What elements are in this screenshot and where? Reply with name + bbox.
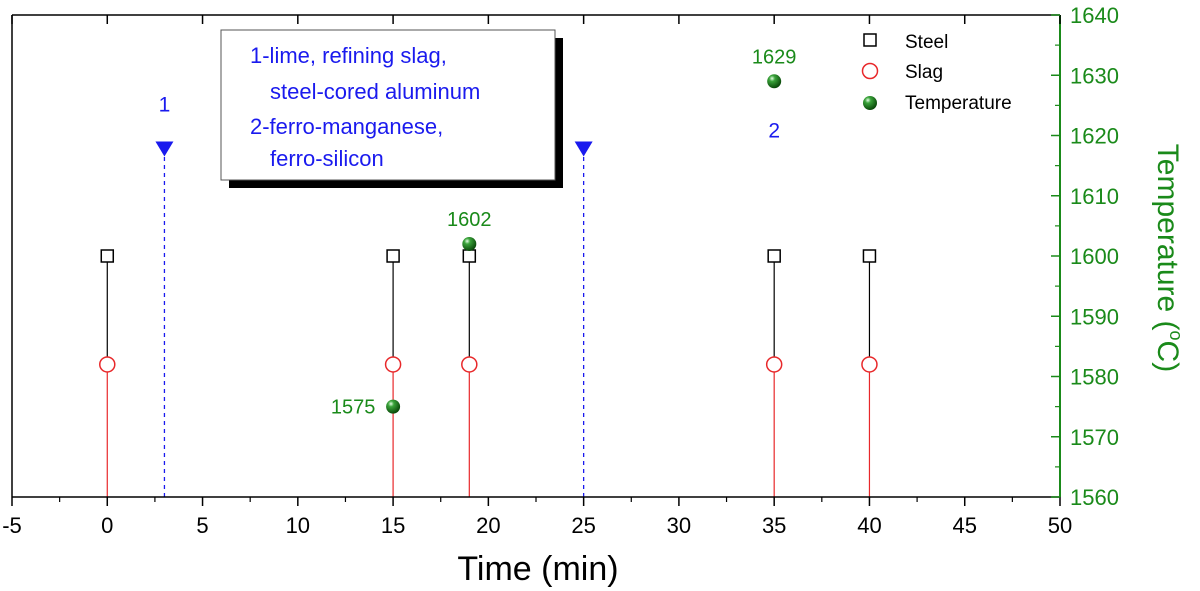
y-tick-label: 1610 bbox=[1070, 184, 1119, 209]
temperature-marker bbox=[462, 236, 477, 251]
y-tick-label: 1570 bbox=[1070, 425, 1119, 450]
x-tick-label: 5 bbox=[196, 513, 208, 538]
y-axis-title-sup: o bbox=[1166, 331, 1186, 341]
annotation-line: ferro-silicon bbox=[270, 146, 384, 171]
x-tick-label: 10 bbox=[286, 513, 310, 538]
svg-text:Temperature (oC): Temperature (oC) bbox=[1151, 144, 1186, 372]
y-axis-ticks: 1560 1570 1580 1590 1600 1610 1620 1630 1640 bbox=[1051, 3, 1119, 510]
steel-marker bbox=[767, 249, 781, 263]
annotation-line: steel-cored aluminum bbox=[270, 79, 480, 104]
temperature-data-label: 1602 bbox=[447, 209, 492, 231]
y-axis-title-unit: C) bbox=[1151, 341, 1184, 373]
x-tick-label: -5 bbox=[2, 513, 22, 538]
slag-marker bbox=[461, 356, 478, 373]
x-tick-label: 15 bbox=[381, 513, 405, 538]
addition-label: 1 bbox=[159, 93, 171, 116]
y-tick-label: 1560 bbox=[1070, 485, 1119, 510]
slag-marker bbox=[384, 356, 402, 373]
x-tick-label: 45 bbox=[952, 513, 976, 538]
x-tick-label: 40 bbox=[857, 513, 881, 538]
data-markers bbox=[99, 74, 878, 414]
sample-stems bbox=[106, 256, 871, 497]
y-axis-title: Temperature (oC) bbox=[1151, 144, 1186, 372]
temperature-data-label: 1575 bbox=[331, 397, 376, 419]
legend-steel-marker bbox=[863, 33, 877, 47]
addition-marker bbox=[574, 141, 593, 157]
temperature-marker bbox=[767, 74, 782, 89]
legend-slag-label: Slag bbox=[905, 62, 943, 83]
x-axis-title: Time (min) bbox=[457, 550, 618, 588]
annotation-line: 1-lime, refining slag, bbox=[250, 43, 447, 68]
data-labels: 1575 1602 1629 bbox=[331, 46, 797, 418]
y-tick-label: 1600 bbox=[1070, 244, 1119, 269]
addition-label: 2 bbox=[768, 120, 780, 143]
y-tick-label: 1640 bbox=[1070, 3, 1119, 28]
addition-marker bbox=[155, 141, 174, 157]
temperature-data-label: 1629 bbox=[752, 46, 797, 68]
temperature-marker bbox=[386, 399, 401, 414]
slag-marker bbox=[765, 356, 783, 373]
addition-lines: 12 bbox=[155, 93, 780, 497]
legend-temperature-marker bbox=[863, 96, 877, 110]
legend-steel-label: Steel bbox=[905, 32, 948, 53]
x-tick-label: 20 bbox=[476, 513, 500, 538]
x-tick-label: 30 bbox=[667, 513, 691, 538]
y-tick-label: 1590 bbox=[1070, 304, 1119, 329]
annotation-line: 2-ferro-manganese, bbox=[250, 114, 443, 139]
steel-marker bbox=[386, 249, 400, 263]
annotation-frame bbox=[220, 29, 556, 181]
y-tick-label: 1580 bbox=[1070, 365, 1119, 390]
annotation-box: 1-lime, refining slag, steel-cored alumi… bbox=[220, 29, 563, 188]
legend-slag-marker bbox=[861, 62, 879, 80]
x-tick-label: 25 bbox=[571, 513, 595, 538]
steel-marker bbox=[462, 249, 477, 263]
y-tick-label: 1620 bbox=[1070, 124, 1119, 149]
x-tick-label: 50 bbox=[1048, 513, 1072, 538]
x-axis-ticks: -5 0 5 10 15 20 25 30 35 40 45 50 bbox=[2, 15, 1072, 538]
steel-marker bbox=[100, 249, 115, 263]
legend-temperature-label: Temperature bbox=[905, 93, 1012, 114]
y-tick-label: 1630 bbox=[1070, 63, 1119, 88]
slag-marker bbox=[99, 356, 116, 373]
x-tick-label: 0 bbox=[101, 513, 113, 538]
x-tick-label: 35 bbox=[762, 513, 786, 538]
slag-marker bbox=[861, 356, 878, 373]
steel-marker bbox=[862, 249, 877, 263]
legend: Steel Slag Temperature bbox=[861, 32, 1012, 114]
y-axis-title-text: Temperature ( bbox=[1151, 144, 1184, 331]
